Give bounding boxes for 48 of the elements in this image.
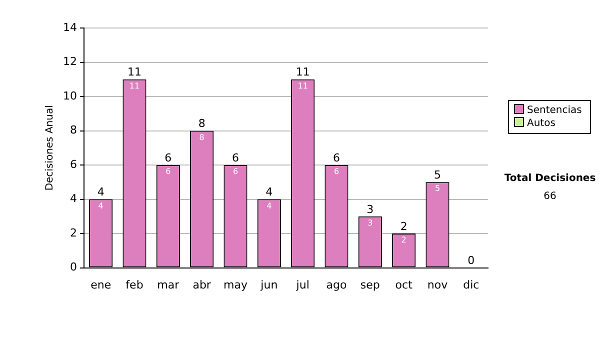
y-tick-label: 14 — [62, 20, 77, 34]
x-tick-label: mar — [157, 278, 180, 292]
data-label: 4 — [98, 201, 104, 210]
y-tick-label: 6 — [70, 158, 77, 171]
total-label: 8 — [198, 117, 206, 130]
total-label: 6 — [164, 151, 172, 164]
x-tick-label: nov — [427, 278, 448, 292]
y-axis-title: Decisiones Anual — [44, 105, 56, 191]
legend-label: Autos — [526, 117, 556, 130]
data-label: 6 — [166, 167, 171, 176]
data-label: 2 — [401, 236, 406, 245]
total-label: 4 — [97, 186, 104, 199]
x-tick-label: jun — [260, 278, 278, 292]
data-label: 3 — [368, 218, 373, 228]
data-label: 11 — [298, 81, 308, 90]
x-tick-label: jul — [295, 278, 310, 292]
data-label: 8 — [199, 132, 204, 142]
data-label: 4 — [266, 201, 272, 210]
x-tick-label: abr — [192, 278, 212, 292]
y-tick-label: 12 — [62, 55, 77, 68]
total-label: 11 — [127, 66, 142, 79]
legend-label: Sentencias — [526, 104, 582, 117]
x-tick-label: sep — [360, 278, 380, 292]
x-tick-label: dic — [463, 278, 480, 292]
total-label: 6 — [333, 151, 340, 164]
data-label: 6 — [334, 167, 340, 176]
y-tick-label: 0 — [70, 260, 77, 274]
total-label: 3 — [366, 202, 374, 216]
y-tick-label: 2 — [70, 226, 77, 240]
y-tick-label: 4 — [70, 192, 77, 206]
x-tick-label: may — [224, 278, 248, 292]
y-tick-label: 8 — [70, 124, 77, 137]
data-label: 5 — [434, 184, 440, 194]
total-label: 2 — [400, 220, 408, 233]
text: 66 — [542, 190, 558, 204]
x-tick-label: ago — [326, 278, 347, 292]
total-label: 6 — [232, 151, 239, 164]
x-tick-label: feb — [126, 278, 144, 292]
x-tick-label: ene — [90, 278, 112, 292]
text: Total Decisiones — [503, 172, 597, 186]
data-label: 6 — [232, 167, 238, 176]
total-label: 4 — [266, 186, 273, 199]
total-label: 5 — [434, 168, 441, 182]
y-tick-label: 10 — [62, 89, 77, 102]
data-label: 11 — [129, 81, 140, 90]
total-label: 0 — [468, 254, 475, 268]
total-label: 11 — [296, 66, 310, 79]
x-tick-label: oct — [395, 278, 414, 292]
